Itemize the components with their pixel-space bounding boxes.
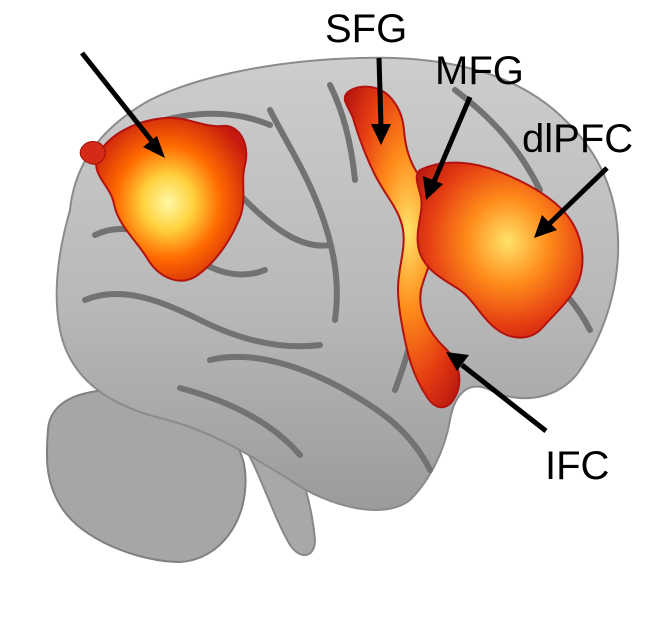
arrow-icon — [534, 166, 609, 238]
annotation-arrows — [80, 51, 609, 433]
ifc-label: IFC — [545, 444, 609, 488]
arrow-icon — [423, 96, 473, 200]
mfg-label: MFG — [435, 49, 524, 93]
activation-sfg-mfg-ifc — [343, 85, 461, 409]
activation-dlpfc — [415, 161, 584, 339]
sfg-label: SFG — [325, 7, 407, 51]
dlpfc-label: dlPFC — [522, 117, 633, 161]
activation-spot — [79, 141, 106, 165]
arrow-icon — [371, 57, 391, 145]
activation-parietal — [95, 116, 248, 282]
arrow-icon — [446, 352, 548, 433]
arrow-icon — [80, 51, 165, 158]
